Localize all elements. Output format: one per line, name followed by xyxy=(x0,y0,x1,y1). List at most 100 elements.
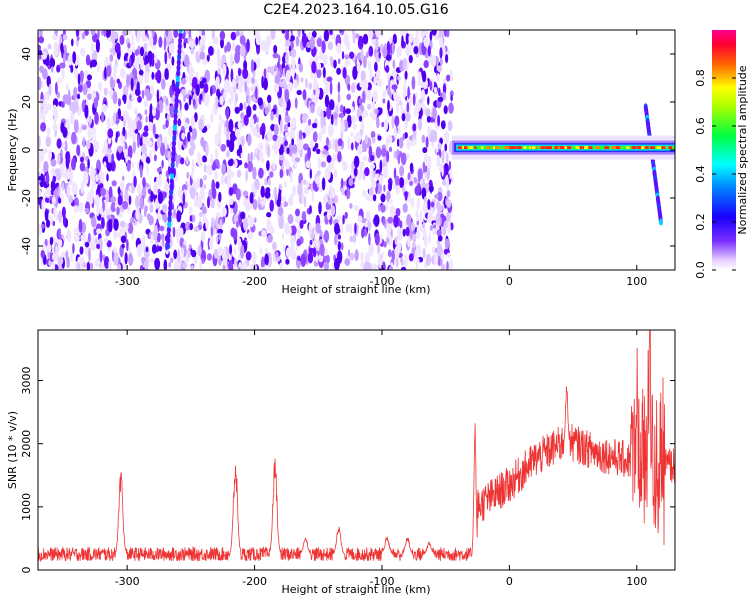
spectrogram-xtick-label: 0 xyxy=(506,275,513,288)
heatmap-cell xyxy=(290,225,297,236)
heatmap-cell xyxy=(276,136,281,150)
heatmap-cell xyxy=(66,184,71,198)
heatmap-cell xyxy=(287,122,291,128)
heatmap-cell xyxy=(203,125,208,133)
heatmap-cell xyxy=(437,142,442,150)
heatmap-cell xyxy=(285,30,289,42)
heatmap-cell xyxy=(229,53,234,67)
heatmap-cell xyxy=(189,223,194,231)
snr-ytick-label: 0 xyxy=(20,567,33,574)
heatmap-cell xyxy=(405,43,412,58)
heatmap-cell xyxy=(206,164,212,175)
heatmap-cell xyxy=(201,34,206,47)
heatmap-cell xyxy=(118,231,122,239)
heatmap-cell xyxy=(362,79,369,92)
colorbar-label: Normalized spectral amplitude xyxy=(736,65,749,234)
heatmap-cell xyxy=(370,179,377,190)
heatmap-cell xyxy=(328,161,334,171)
heatmap-cell xyxy=(285,161,290,170)
heatmap-cell xyxy=(372,194,377,202)
heatmap-cell xyxy=(161,159,164,169)
heatmap-cell xyxy=(98,81,103,91)
heatmap-cell xyxy=(296,238,302,247)
heatmap-cell xyxy=(244,162,248,169)
heatmap-cell xyxy=(378,257,383,264)
heatmap-cell xyxy=(359,80,363,88)
heatmap-cell xyxy=(422,221,426,227)
heatmap-cell xyxy=(49,236,54,246)
heatmap-cell xyxy=(38,224,42,236)
heatmap-cell xyxy=(259,150,264,160)
heatmap-cell xyxy=(93,97,99,109)
heatmap-cell xyxy=(92,168,96,176)
heatmap-cell xyxy=(247,217,250,224)
heatmap-cell xyxy=(328,199,333,205)
heatmap-cell xyxy=(135,195,140,209)
heatmap-cell xyxy=(200,230,206,243)
heatmap-cell xyxy=(296,227,301,234)
heatmap-cell xyxy=(353,155,360,168)
heatmap-cell xyxy=(184,122,189,130)
heatmap-cell xyxy=(55,81,58,95)
heatmap-cell xyxy=(247,160,253,173)
heatmap-cell xyxy=(402,133,405,141)
heatmap-cell xyxy=(252,166,257,180)
heatmap-cell xyxy=(364,134,368,145)
heatmap-cell xyxy=(77,73,81,86)
heatmap-feature-point xyxy=(172,123,177,131)
heatmap-cell xyxy=(239,135,245,147)
heatmap-cell xyxy=(57,153,61,165)
heatmap-feature-point xyxy=(169,183,174,191)
heatmap-cell xyxy=(158,173,162,188)
snr-xtick-label: 0 xyxy=(506,575,513,588)
heatmap-feature-point xyxy=(176,69,181,77)
heatmap-cell xyxy=(316,37,322,47)
heatmap-cell xyxy=(88,232,91,243)
heatmap-cell xyxy=(74,67,78,80)
heatmap-cell xyxy=(50,168,57,177)
heatmap-cell xyxy=(64,140,68,152)
heatmap-cell xyxy=(334,222,340,235)
heatmap-cell xyxy=(212,36,219,45)
heatmap-cell xyxy=(342,67,347,79)
heatmap-cell xyxy=(99,249,103,263)
heatmap-cell xyxy=(112,160,116,172)
heatmap-cell xyxy=(316,148,321,155)
heatmap-cell xyxy=(228,260,234,270)
heatmap-cell xyxy=(116,78,121,84)
heatmap-cell xyxy=(139,242,145,252)
heatmap-cell xyxy=(245,169,248,182)
heatmap-cell xyxy=(162,204,168,213)
heatmap-cell xyxy=(294,97,298,109)
heatmap-cell xyxy=(156,167,162,173)
heatmap-cell xyxy=(171,56,175,66)
heatmap-cell xyxy=(96,228,102,234)
heatmap-cell xyxy=(324,167,331,181)
heatmap-cell xyxy=(407,236,411,248)
heatmap-cell xyxy=(371,263,378,270)
heatmap-cell xyxy=(246,38,250,53)
heatmap-cell xyxy=(200,136,205,147)
heatmap-cell xyxy=(404,254,408,268)
heatmap-cell xyxy=(45,136,52,148)
heatmap-cell xyxy=(272,52,279,59)
heatmap-cell xyxy=(210,86,213,97)
heatmap-cell xyxy=(312,180,316,190)
heatmap-cell xyxy=(394,175,400,186)
heatmap-cell xyxy=(235,220,239,228)
heatmap-cell xyxy=(422,147,428,154)
heatmap-feature-point xyxy=(174,96,179,104)
heatmap-cell xyxy=(352,123,357,130)
heatmap-cell xyxy=(145,30,148,35)
heatmap-cell xyxy=(154,154,157,162)
heatmap-cell xyxy=(311,189,315,203)
heatmap-cell xyxy=(48,84,52,96)
heatmap-cell xyxy=(365,194,372,201)
heatmap-cell xyxy=(376,78,383,87)
heatmap-cell xyxy=(369,163,376,169)
heatmap-cell xyxy=(44,209,49,222)
heatmap-cell xyxy=(199,178,203,188)
heatmap-cell xyxy=(90,216,97,228)
snr-ylabel: SNR (10 * v/v) xyxy=(6,411,19,489)
